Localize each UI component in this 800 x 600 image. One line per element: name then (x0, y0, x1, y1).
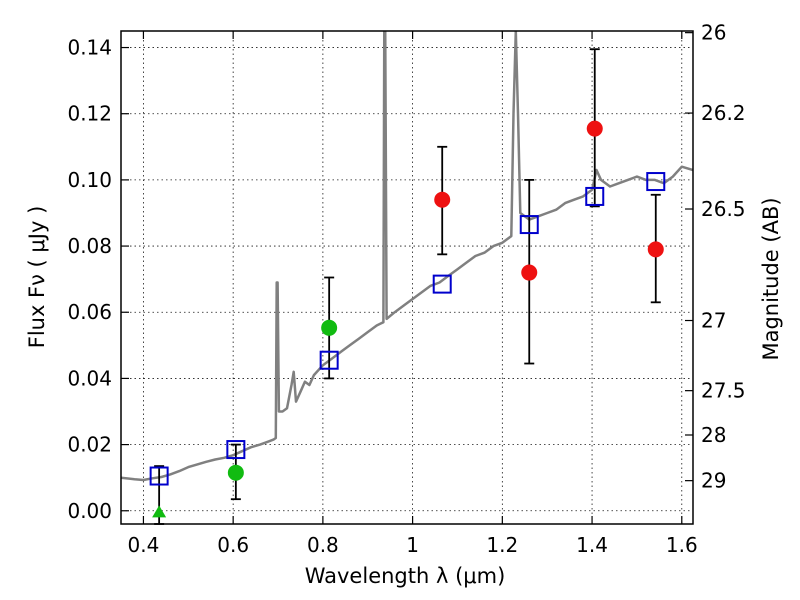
observed-red-point (586, 120, 603, 137)
y-tick-label: 0.08 (67, 234, 112, 258)
y-tick-label: 0.14 (67, 36, 112, 60)
plot-frame (120, 30, 694, 525)
y-tick-label: 0.06 (67, 300, 112, 324)
upper-limit-point (152, 505, 167, 518)
model-photometry-point (319, 350, 339, 370)
axes: 0.4 0.6 0.8 1 1.2 1.4 1.6 0.00 0.02 0.04 0.06 0.08 0… (67, 21, 745, 557)
x-axis-label: Wavelength λ (μm) (305, 564, 506, 588)
y-axis-label: Flux Fν ( μJy ) (25, 206, 49, 349)
y2-tick-label: 28 (701, 423, 726, 447)
x-tick-label: 0.8 (307, 533, 339, 557)
model-spectrum-group (121, 31, 693, 482)
model-spectrum-line (121, 31, 693, 482)
model-photometry-point (519, 215, 539, 235)
x-tick-label: 1.2 (486, 533, 518, 557)
error-bars-group (154, 48, 661, 525)
observed-green-point (227, 464, 244, 481)
y-tick-label: 0.02 (67, 433, 112, 457)
grid (121, 31, 693, 524)
y2-tick-label: 26.5 (701, 197, 746, 221)
y2-tick-label: 29 (701, 469, 726, 493)
x-tick-label: 1.6 (666, 533, 698, 557)
x-tick-label: 0.6 (217, 533, 249, 557)
markers-group (149, 120, 666, 518)
y2-tick-label: 26.2 (701, 101, 746, 125)
y2-tick-label: 26 (701, 21, 726, 45)
y2-tick-label: 27.5 (701, 379, 746, 403)
y-tick-label: 0.12 (67, 102, 112, 126)
x-tick-label: 0.4 (128, 533, 160, 557)
x-tick-label: 1.4 (576, 533, 608, 557)
secondary-y-axis-label: Magnitude (AB) (759, 197, 783, 360)
observed-red-point (521, 264, 538, 281)
model-photometry-point (646, 172, 666, 192)
y-tick-label: 0.00 (67, 499, 112, 523)
observed-red-point (434, 191, 451, 208)
model-photometry-point (432, 274, 452, 294)
observed-red-point (647, 241, 664, 258)
model-photometry-point (149, 466, 169, 486)
y2-tick-label: 27 (701, 309, 726, 333)
y-tick-label: 0.04 (67, 366, 112, 390)
observed-green-point (321, 319, 338, 336)
y-tick-label: 0.10 (67, 168, 112, 192)
model-photometry-point (226, 440, 246, 460)
x-tick-label: 1 (406, 533, 419, 557)
model-photometry-point (585, 186, 605, 206)
